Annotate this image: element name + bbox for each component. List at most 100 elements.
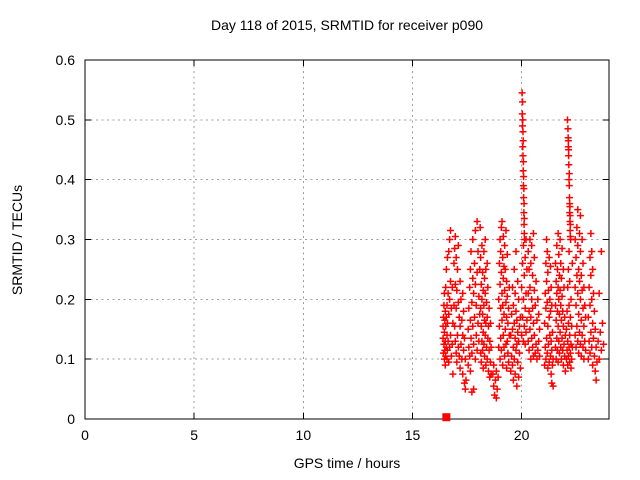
scatter-point [566,203,574,211]
scatter-point [507,367,515,375]
scatter-point [561,367,569,375]
scatter-point [596,328,604,336]
scatter-point [532,277,540,285]
scatter-point [487,343,495,351]
scatter-point [503,337,511,345]
scatter-point [584,313,592,321]
scatter-point [520,230,528,238]
scatter-point [497,224,505,232]
scatter-point [586,349,594,357]
scatter-point [497,247,505,255]
scatter-point [505,304,513,312]
scatter-point [461,385,469,393]
scatter-point [508,325,516,333]
scatter-point [578,236,586,243]
scatter-point [498,316,506,324]
scatter-point [519,98,527,106]
scatter-point [495,295,503,303]
scatter-point [460,346,468,354]
scatter-point [574,241,582,249]
scatter-point [528,241,536,249]
scatter-point [457,340,465,348]
scatter-point [594,337,602,345]
scatter-point [445,310,453,318]
scatter-point [571,236,579,243]
scatter-point [460,334,468,342]
scatter-point [535,337,543,345]
scatter-point [582,346,590,354]
y-tick-label: 0.5 [56,112,76,128]
scatter-point [471,355,479,363]
scatter-point [519,116,527,124]
scatter-point [498,218,506,226]
scatter-point [567,295,575,303]
scatter-point [474,247,482,255]
scatter-point [549,382,557,390]
scatter-point [504,319,512,327]
scatter-point [503,364,511,372]
scatter-point [484,283,492,291]
scatter-point [510,265,518,273]
scatter-point [530,331,538,339]
scatter-point [552,277,560,285]
scatter-point [468,349,476,357]
scatter-point [456,364,464,372]
scatter-point [442,283,450,291]
scatter-point [577,316,585,324]
scatter-point [573,224,581,232]
scatter-point [544,268,552,276]
scatter-point [447,352,455,360]
scatter-point [446,227,454,235]
scatter-point [478,241,486,249]
scatter-point [511,289,519,297]
scatter-point [565,161,573,169]
scatter-point [565,247,573,255]
scatter-point [564,125,572,133]
scatter-point [587,328,595,336]
scatter-point [501,241,509,249]
scatter-point [466,367,474,375]
scatter-point [524,289,532,297]
scatter-point [456,322,464,330]
scatter-point [457,295,465,303]
scatter-point [585,283,593,291]
scatter-point [483,259,491,267]
scatter-point [473,218,481,226]
scatter-point [571,283,579,291]
scatter-point [547,283,555,291]
scatter-point [589,319,597,327]
scatter-point [576,277,584,285]
scatter-point [481,289,489,297]
scatter-point [526,236,534,243]
scatter-point [576,212,584,220]
scatter-point [565,194,573,202]
scatter-point [452,253,460,261]
scatter-point [509,301,517,309]
scatter-point [502,298,510,306]
scatter-point [479,310,487,318]
scatter-point [520,185,528,193]
y-tick-label: 0.3 [56,232,76,248]
scatter-point [462,376,470,384]
scatter-point [548,328,556,336]
scatter-point [577,271,585,279]
scatter-point [585,337,593,345]
scatter-point [557,274,565,282]
scatter-point [546,262,554,270]
scatter-point [564,137,572,145]
scatter-point [574,289,582,297]
scatter-point [486,337,494,345]
scatter-point [554,230,562,238]
scatter-point [453,358,461,366]
scatter-point [464,361,472,369]
scatter-point [543,277,551,285]
scatter-point [547,370,555,378]
scatter-point [518,331,526,339]
scatter-point [459,370,467,378]
scatter-point [476,224,484,232]
scatter-point [587,230,595,238]
scatter-point [451,244,459,252]
scatter-point [520,215,528,223]
scatter-point [467,334,475,342]
scatter-point [468,298,476,306]
